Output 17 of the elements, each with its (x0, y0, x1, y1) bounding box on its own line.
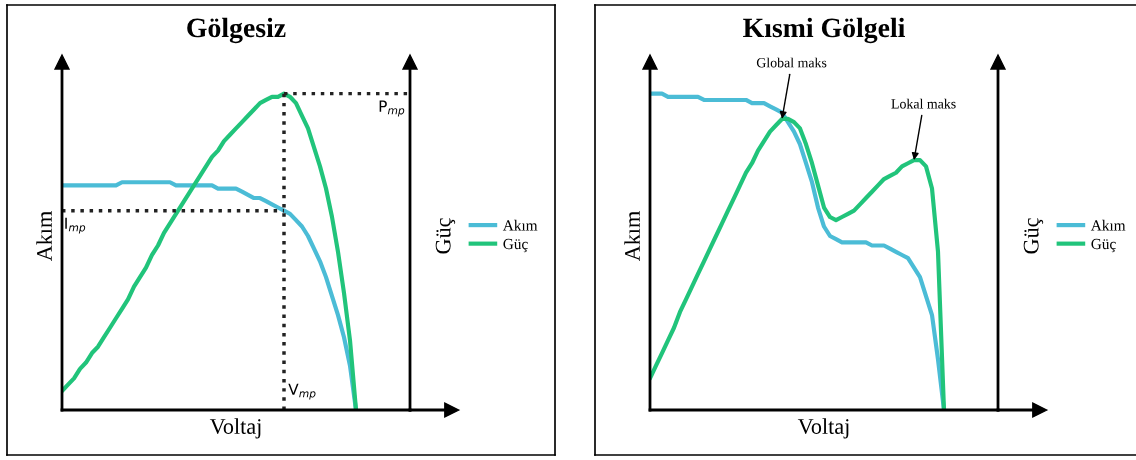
text: Global maks (756, 57, 827, 68)
ref-line-label: I$_{mp}$ (65, 217, 86, 234)
annotation: V$_{mp}$ (288, 383, 316, 400)
legend-label: Akım (502, 219, 538, 231)
chart-title: Gölgesiz (187, 17, 286, 44)
x-axis-title: Voltaj (797, 418, 849, 439)
y2-axis-title: Güç (1023, 218, 1044, 254)
legend-label: Güç (503, 238, 528, 253)
chart-title: Kısmi Gölgeli (743, 17, 905, 44)
y2-axis-title: Güç (435, 218, 456, 254)
annotation: Lokal maks (891, 98, 956, 109)
y-axis-title: Akım (624, 211, 640, 262)
ref-line-label: P$_{mp}$ (379, 100, 405, 117)
y-axis-title: Akım (36, 211, 52, 262)
legend-label: Güç (1091, 238, 1116, 253)
x-axis-title: Voltaj (209, 418, 261, 439)
legend-label: Akım (1090, 219, 1126, 231)
